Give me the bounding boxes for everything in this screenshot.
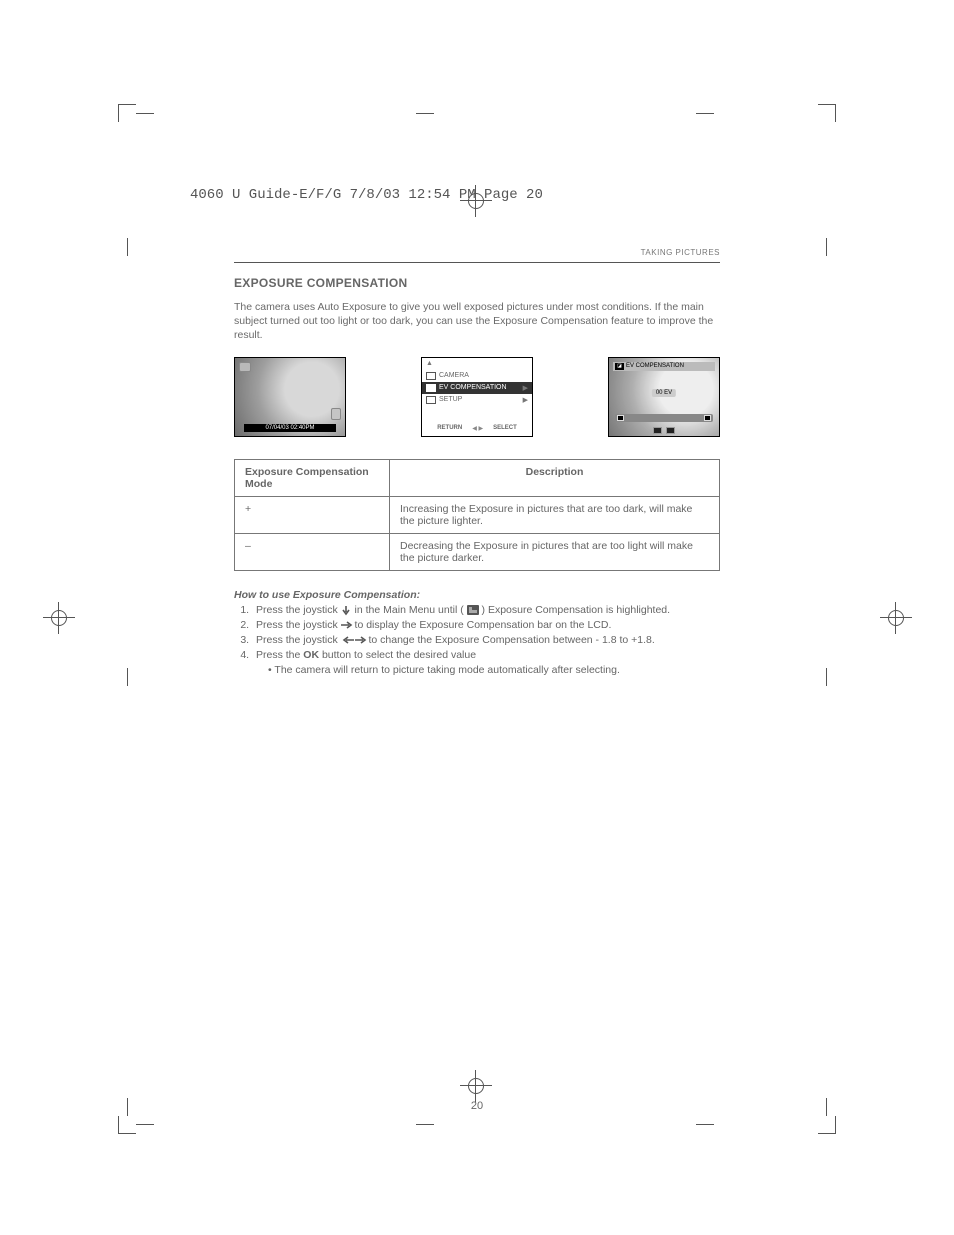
td-desc-plus: Increasing the Exposure in pictures that… [390, 496, 720, 533]
prepress-header: 4060 U Guide-E/F/G 7/8/03 12:54 PM Page … [190, 187, 543, 203]
howto-title: How to use Exposure Compensation: [234, 589, 720, 601]
menu-item-setup: SETUP [439, 396, 462, 403]
figure-menu-screen: ▲ CAMERA EV COMPENSATION ▶ SETUP ▶ RETUR… [421, 357, 533, 437]
howto-step-2: Press the joystick to display the Exposu… [252, 618, 720, 633]
registration-mark-left [43, 602, 75, 634]
chevron-right-icon: ▶ [523, 384, 528, 392]
intro-paragraph: The camera uses Auto Exposure to give yo… [234, 300, 720, 343]
camera-icon [239, 362, 251, 372]
ev-compensation-icon [467, 605, 479, 615]
joystick-left-icon [341, 636, 352, 644]
up-arrow-icon: ▲ [426, 360, 433, 367]
td-mode-minus: – [235, 533, 390, 570]
page-number: 20 [0, 1100, 954, 1112]
howto-step-1: Press the joystick in the Main Menu unti… [252, 603, 720, 618]
ev-value-badge: 00 EV [652, 389, 676, 397]
howto-note: The camera will return to picture taking… [268, 664, 720, 676]
menu-item-ev: EV COMPENSATION [439, 384, 507, 391]
ok-button-label: OK [303, 649, 319, 661]
table-row: – Decreasing the Exposure in pictures th… [235, 533, 720, 570]
td-mode-plus: + [235, 496, 390, 533]
section-title: EXPOSURE COMPENSATION [234, 276, 720, 290]
battery-icon [331, 408, 341, 420]
minus-stop-icon [617, 415, 624, 421]
ev-title-bar: ◪ EV COMPENSATION [613, 362, 715, 371]
joystick-down-icon [341, 606, 352, 614]
td-desc-minus: Decreasing the Exposure in pictures that… [390, 533, 720, 570]
camera-menu-icon [426, 372, 436, 380]
howto-list: Press the joystick in the Main Menu unti… [252, 603, 720, 664]
timestamp-strip: 07/04/03 02:40PM [244, 424, 336, 432]
howto-step-3: Press the joystick to change the Exposur… [252, 633, 720, 648]
chevron-right-icon: ▶ [523, 396, 528, 404]
registration-mark-right [880, 602, 912, 634]
figure-row: 07/04/03 02:40PM ▲ CAMERA EV COMPENSATIO… [234, 357, 720, 437]
table-row: + Increasing the Exposure in pictures th… [235, 496, 720, 533]
menu-return-label: RETURN [437, 425, 462, 432]
ev-slider [615, 414, 713, 422]
howto-step-4: Press the OK button to select the desire… [252, 648, 720, 663]
figure-ev-screen: ◪ EV COMPENSATION 00 EV [608, 357, 720, 437]
ev-icon: ◪ [615, 363, 624, 370]
th-description: Description [390, 459, 720, 496]
plus-stop-icon [704, 415, 711, 421]
figure-preview-photo: 07/04/03 02:40PM [234, 357, 346, 437]
ev-menu-icon [426, 384, 436, 392]
joystick-right-icon [341, 621, 352, 629]
th-mode: Exposure Compensation Mode [235, 459, 390, 496]
exposure-table: Exposure Compensation Mode Description +… [234, 459, 720, 571]
ev-title-label: EV COMPENSATION [626, 363, 684, 369]
joystick-right-icon [355, 636, 366, 644]
menu-item-camera: CAMERA [439, 372, 469, 379]
nav-arrows-icon: ◀ ▶ [472, 425, 483, 432]
menu-select-label: SELECT [493, 425, 517, 432]
setup-menu-icon [426, 396, 436, 404]
ev-bottom-icons [653, 427, 675, 434]
table-header-row: Exposure Compensation Mode Description [235, 459, 720, 496]
page-content: EXPOSURE COMPENSATION The camera uses Au… [234, 256, 720, 676]
